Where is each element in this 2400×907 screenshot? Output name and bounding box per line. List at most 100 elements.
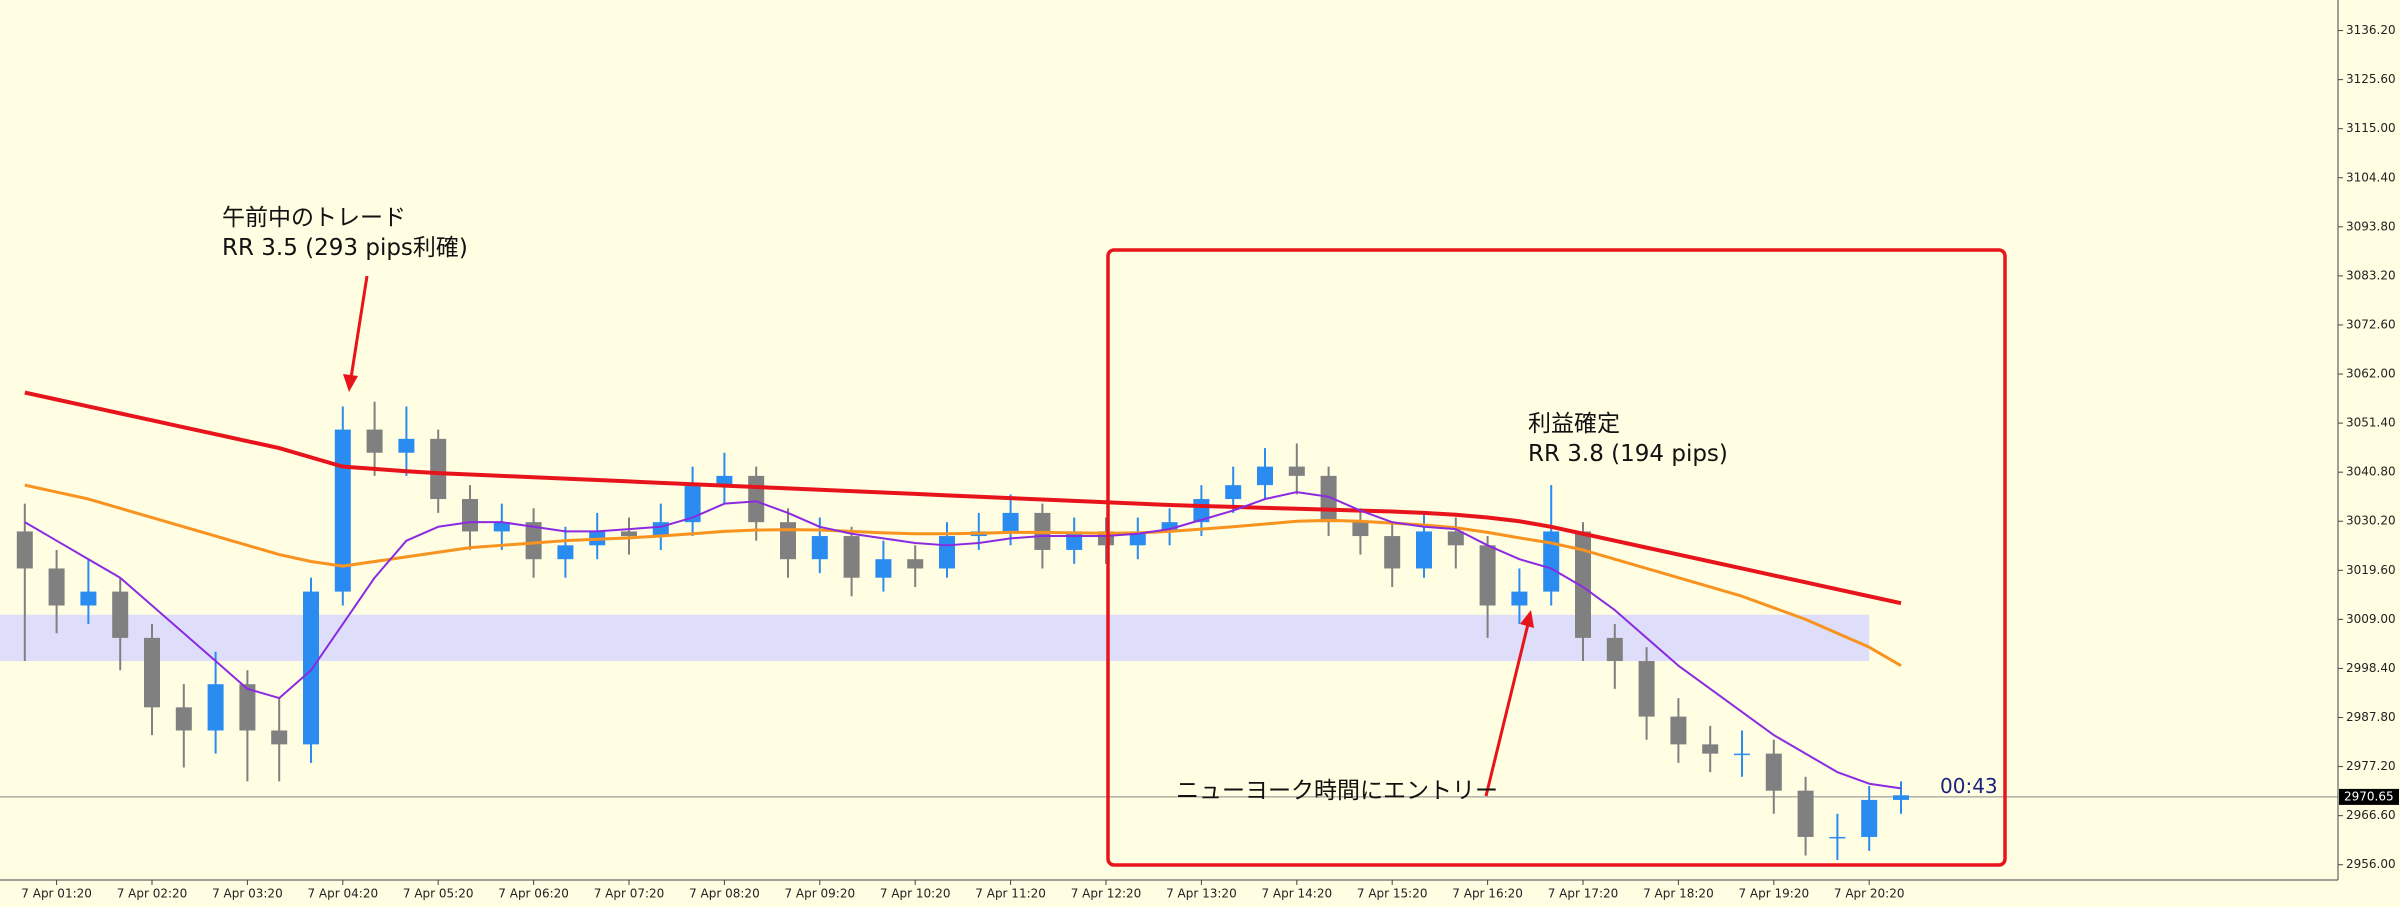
y-tick-label: 3030.20 [2346,514,2396,528]
y-tick-label: 3072.60 [2346,317,2396,331]
y-tick-label: 2977.20 [2346,759,2396,773]
candle-body [1829,836,1846,839]
candle-body [843,536,860,578]
y-tick-label: 3115.00 [2346,121,2396,135]
candle-body [430,438,447,500]
x-tick-label: 7 Apr 20:20 [1834,887,1905,901]
candle-body [1225,485,1242,500]
y-tick-label: 3009.00 [2346,612,2396,626]
candle-body [144,637,160,708]
candle-body [557,545,574,560]
candle-body [1893,795,1909,800]
x-tick-label: 7 Apr 18:20 [1643,887,1714,901]
candle-body [1511,591,1528,606]
y-tick-label: 3051.40 [2346,416,2396,430]
candle-body [493,522,510,532]
candle-body [875,559,892,578]
y-tick-label: 2998.40 [2346,661,2396,675]
candle-body [80,591,97,606]
y-tick-label: 3104.40 [2346,170,2396,184]
annotation: ニューヨーク時間にエントリー [1176,778,1498,804]
x-tick-label: 7 Apr 17:20 [1548,887,1619,901]
x-tick-label: 7 Apr 09:20 [784,887,855,901]
candle-body [398,438,415,453]
candle-body [1575,531,1591,638]
current-price-box [2339,788,2399,805]
candle-body [1670,716,1687,745]
plot-area [0,390,2338,861]
candle-body [1288,466,1305,476]
x-tick-label: 7 Apr 06:20 [498,887,569,901]
highlight-box [1106,248,2007,867]
candle-body [1257,466,1273,486]
candle-body [1797,790,1814,837]
y-tick-label: 2987.80 [2346,710,2396,724]
y-tick-label: 2956.00 [2346,857,2396,871]
annotation: 午前中のトレード [222,205,406,231]
y-tick-label: 3019.60 [2346,563,2396,577]
candle-body [303,591,319,745]
arrow-head [1520,610,1534,628]
candle-body [1161,522,1178,532]
x-tick-label: 7 Apr 05:20 [403,887,474,901]
annotation: RR 3.5 (293 pips利確) [222,235,468,261]
candle-body [684,485,701,523]
y-tick-label: 3136.20 [2346,23,2396,37]
arrow [349,275,369,379]
x-tick-label: 7 Apr 15:20 [1357,887,1428,901]
x-tick-label: 7 Apr 14:20 [1261,887,1332,901]
candle-body [175,707,192,731]
candle-body [1352,522,1369,537]
countdown: 00:43 [1940,774,1998,798]
annotation: 利益確定 [1528,411,1620,437]
candle-body [748,475,765,523]
y-tick-label: 3062.00 [2346,367,2396,381]
x-tick-label: 7 Apr 19:20 [1738,887,1809,901]
x-tick-label: 7 Apr 02:20 [117,887,188,901]
candle-body [1734,753,1750,756]
x-tick-label: 7 Apr 08:20 [689,887,760,901]
x-tick-label: 7 Apr 07:20 [594,887,665,901]
y-tick-label: 3083.20 [2346,268,2396,282]
moving-average [24,483,1902,667]
candle-body [1606,637,1623,662]
candle-body [1384,536,1401,569]
candle-body [1861,799,1878,837]
moving-average [24,491,1902,790]
x-tick-label: 7 Apr 04:20 [307,887,378,901]
arrow [1484,623,1530,797]
candle-body [366,429,383,453]
candle-body [716,475,733,486]
y-tick-label: 3125.60 [2346,72,2396,86]
x-tick-label: 7 Apr 03:20 [212,887,283,901]
candle-body [1638,661,1655,717]
candle-body [811,536,828,560]
candle-body [271,730,288,745]
annotation: RR 3.8 (194 pips) [1528,441,1728,467]
candle-body [907,559,924,569]
candle-body [462,499,478,532]
candle-body [621,531,637,537]
y-tick-label: 2966.60 [2346,808,2396,822]
x-tick-label: 7 Apr 01:20 [21,887,92,901]
candle-body [112,591,129,638]
arrow-head [343,374,358,392]
candle-body [16,531,33,569]
x-tick-label: 7 Apr 12:20 [1071,887,1142,901]
candle-body [780,522,796,560]
candle-body [1543,531,1560,592]
candle-body [239,684,256,731]
x-tick-label: 7 Apr 13:20 [1166,887,1237,901]
y-tick-label: 3040.80 [2346,465,2396,479]
candle-body [525,522,542,560]
x-tick-label: 7 Apr 11:20 [975,887,1046,901]
candle-body [48,568,65,606]
candle-body [1416,531,1432,569]
candle-body [334,429,351,592]
candle-body [1479,545,1496,606]
candle-body [1702,744,1719,754]
x-tick-label: 7 Apr 10:20 [880,887,951,901]
